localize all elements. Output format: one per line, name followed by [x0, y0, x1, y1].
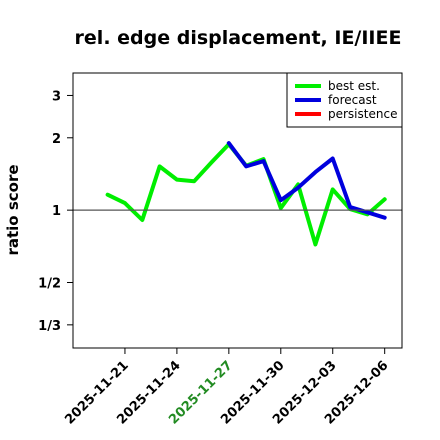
legend-label: forecast [328, 93, 377, 107]
y-tick-label: 1/2 [38, 277, 61, 292]
series-lines [105, 141, 387, 247]
series-line-best-est- [105, 142, 387, 247]
series-line-forecast [226, 141, 387, 220]
y-tick-label: 3 [52, 89, 61, 104]
legend-label: persistence [328, 107, 397, 121]
chart-title: rel. edge displacement, IE/IIEE [75, 27, 402, 49]
legend-label: best est. [328, 79, 380, 93]
y-tick-label: 1/3 [38, 319, 61, 334]
y-tick-label: 2 [52, 132, 61, 147]
y-axis-label: ratio score [4, 164, 22, 255]
y-axis: 1/3 1/2 1 2 3 [38, 89, 73, 334]
y-tick-label: 1 [52, 204, 61, 219]
x-axis: 2025-11-212025-11-242025-11-272025-11-30… [62, 348, 392, 428]
